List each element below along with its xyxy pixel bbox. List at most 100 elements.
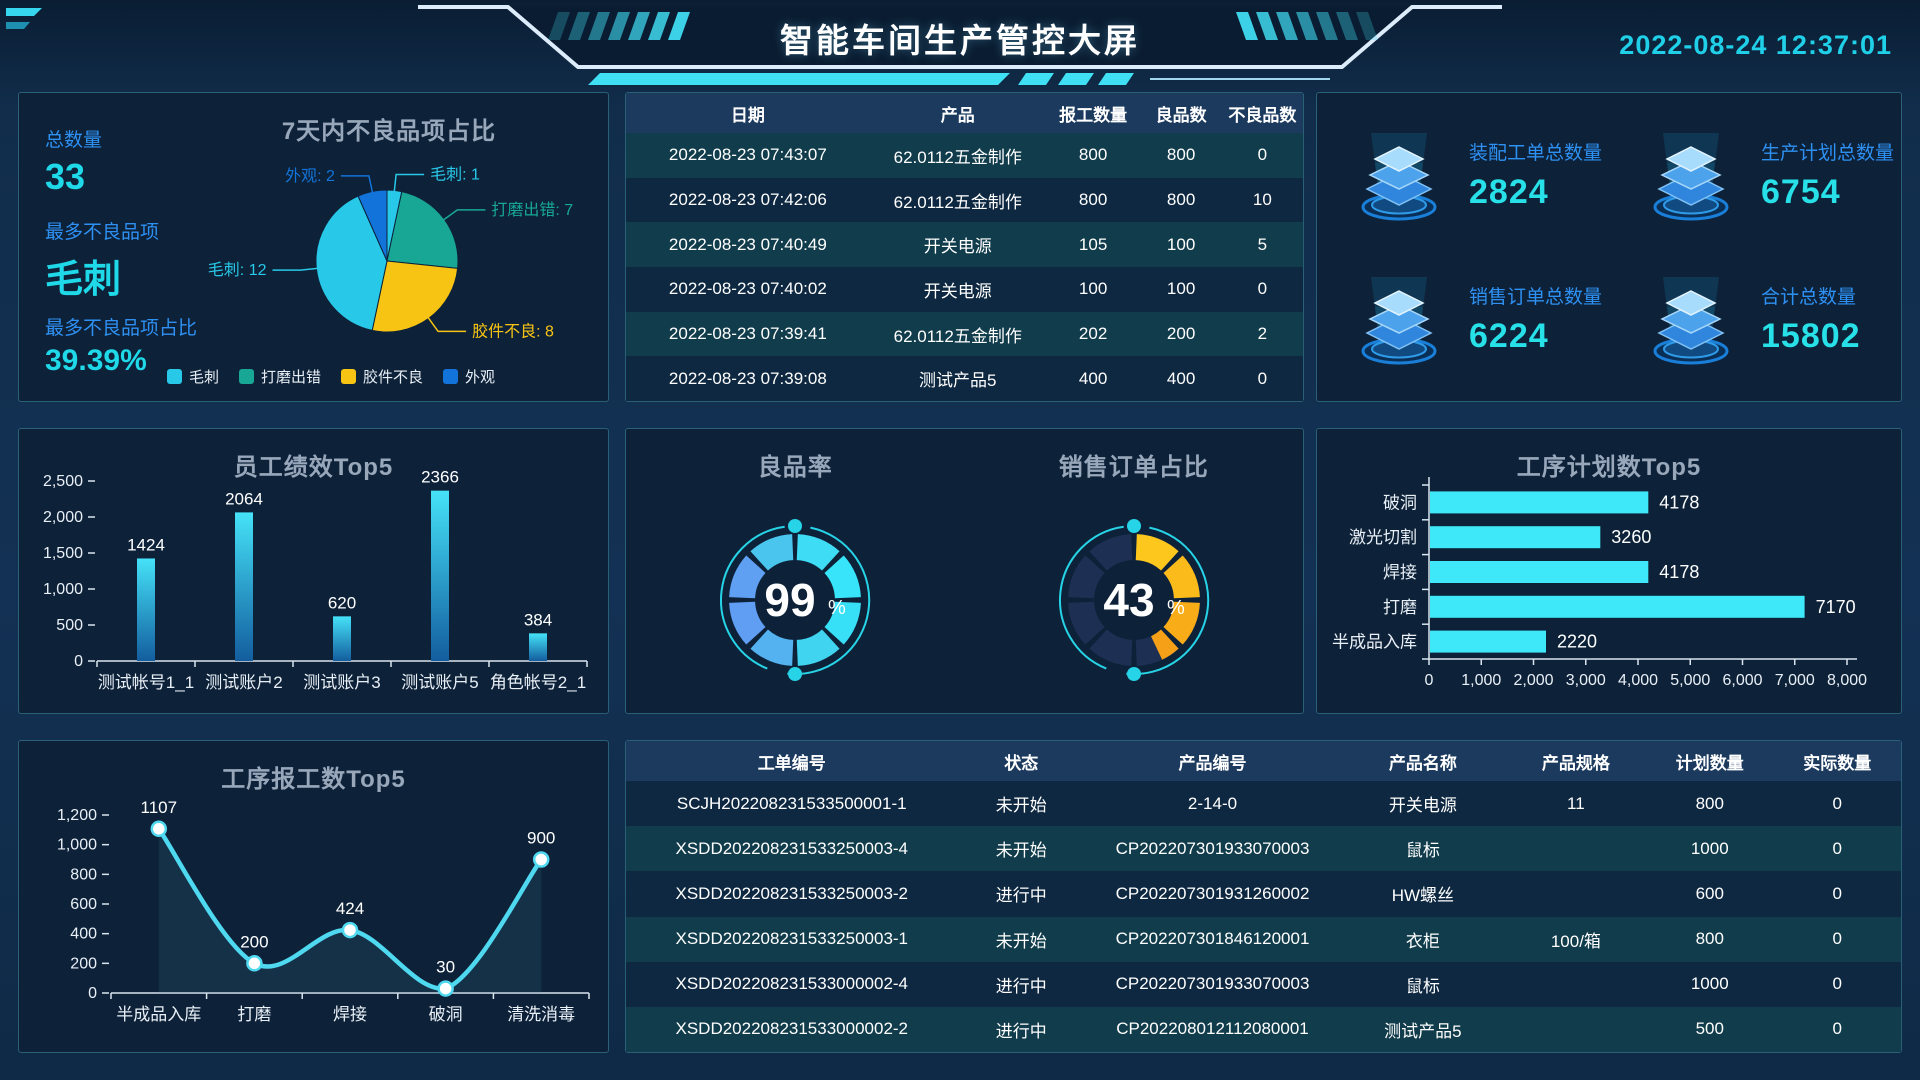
table-cell: CP202208012112080001 bbox=[1116, 1019, 1309, 1039]
table-row: XSDD202208231533000002-2 进行中 CP20220801211… bbox=[626, 1006, 1901, 1053]
table-cell: 2 bbox=[1257, 324, 1268, 344]
legend-swatch bbox=[341, 369, 357, 384]
column-header: 产品 bbox=[940, 105, 975, 125]
svg-text:600: 600 bbox=[70, 896, 97, 913]
column-header: 日期 bbox=[730, 105, 765, 125]
stat-label: 最多不良品项 bbox=[45, 222, 160, 243]
datetime-display: 2022-08-24 12:37:01 bbox=[1619, 30, 1892, 60]
table-cell: 800 bbox=[1078, 145, 1108, 165]
stacked-layers-icon bbox=[1345, 267, 1453, 371]
process-plan-bar-chart: 0 1,000 2,000 3,000 4,000 5,000 6,000 7,000 8,00… bbox=[1332, 477, 1867, 689]
svg-text:5,000: 5,000 bbox=[1670, 672, 1710, 689]
svg-text:1424: 1424 bbox=[127, 535, 165, 554]
svg-text:7,000: 7,000 bbox=[1775, 672, 1815, 689]
svg-text:半成品入库: 半成品入库 bbox=[1332, 633, 1417, 652]
legend-item[interactable]: 外观 bbox=[443, 366, 495, 387]
svg-text:7170: 7170 bbox=[1816, 597, 1856, 617]
svg-text:43: 43 bbox=[1103, 574, 1154, 626]
stat-value: 毛刺 bbox=[45, 259, 122, 301]
svg-text:毛刺: 1: 毛刺: 1 bbox=[430, 166, 480, 184]
total-count-stat: 总数量 33 bbox=[45, 125, 102, 198]
table-row: 2022-08-23 07:40:49 开关电源 105 100 5 bbox=[626, 222, 1303, 268]
svg-text:1,000: 1,000 bbox=[1461, 672, 1501, 689]
table-cell: 0 bbox=[1832, 1019, 1842, 1039]
legend-swatch bbox=[167, 369, 182, 384]
table-cell: SCJH202208231533500001-1 bbox=[676, 793, 907, 813]
legend-item[interactable]: 毛刺 bbox=[167, 366, 219, 387]
work-order-panel: 工单编号 状态 产品编号 产品名称 产品规格 计划数量 实际数量 SCJH2022082315… bbox=[625, 740, 1902, 1053]
svg-text:800: 800 bbox=[70, 866, 97, 883]
table-cell: 衣柜 bbox=[1405, 931, 1440, 951]
stat-card-label: 装配工单总数量 bbox=[1469, 143, 1603, 164]
production-report-table: 日期 产品 报工数量 良品数 不良品数 2022-08-23 07:43:07 62.011… bbox=[626, 93, 1303, 402]
table-cell: 开关电源 bbox=[1388, 796, 1457, 816]
stat-text: 装配工单总数量 2824 bbox=[1469, 138, 1602, 212]
svg-text:1,500: 1,500 bbox=[43, 545, 83, 562]
svg-text:99: 99 bbox=[765, 574, 816, 626]
svg-text:4178: 4178 bbox=[1659, 492, 1699, 512]
svg-text:2220: 2220 bbox=[1557, 632, 1597, 652]
table-cell: 测试产品5 bbox=[1384, 1021, 1462, 1041]
table-cell: 2022-08-23 07:40:02 bbox=[668, 279, 827, 299]
pie-legend: 毛刺 打磨出错 胶件不良 外观 bbox=[167, 366, 495, 387]
table-cell: 500 bbox=[1695, 1019, 1724, 1039]
svg-text:%: % bbox=[828, 597, 846, 619]
table-cell: CP202207301931260002 bbox=[1115, 883, 1310, 903]
table-row: 2022-08-23 07:39:41 62.0112五金制作 202 200 2 bbox=[626, 311, 1303, 357]
svg-text:2,500: 2,500 bbox=[43, 473, 83, 490]
table-cell: 2022-08-23 07:39:41 bbox=[668, 324, 827, 344]
legend-item[interactable]: 打磨出错 bbox=[239, 366, 321, 387]
column-header: 产品名称 bbox=[1388, 753, 1457, 773]
svg-text:激光切割: 激光切割 bbox=[1349, 528, 1417, 547]
table-row: 2022-08-23 07:40:02 开关电源 100 100 0 bbox=[626, 267, 1303, 312]
svg-text:6,000: 6,000 bbox=[1722, 672, 1762, 689]
svg-text:破洞: 破洞 bbox=[429, 1005, 463, 1024]
column-header: 实际数量 bbox=[1803, 753, 1872, 773]
table-cell: 800 bbox=[1166, 145, 1196, 165]
table-cell: 开关电源 bbox=[923, 281, 992, 301]
stat-text: 销售订单总数量 6224 bbox=[1469, 282, 1602, 356]
process-plan-panel: 工序计划数Top5 0 1,000 2,000 3,000 4,000 5,000 6,00… bbox=[1316, 428, 1902, 714]
svg-text:焊接: 焊接 bbox=[1383, 563, 1417, 582]
svg-text:200: 200 bbox=[70, 955, 97, 972]
legend-label: 外观 bbox=[465, 369, 496, 386]
top-defect-ratio-stat: 最多不良品项占比 39.39% bbox=[45, 313, 197, 378]
table-cell: 0 bbox=[1832, 929, 1842, 949]
stacked-layers-icon bbox=[1637, 267, 1745, 371]
table-cell: 100 bbox=[1078, 279, 1108, 299]
top-defect-stat: 最多不良品项 毛刺 bbox=[45, 217, 159, 303]
stat-card-value: 6754 bbox=[1761, 173, 1841, 211]
svg-text:1,000: 1,000 bbox=[43, 581, 83, 598]
gauge-title: 销售订单占比 bbox=[1058, 454, 1209, 481]
svg-text:4178: 4178 bbox=[1659, 562, 1699, 582]
table-cell: 鼠标 bbox=[1405, 976, 1440, 996]
svg-text:毛刺: 12: 毛刺: 12 bbox=[208, 261, 267, 279]
table-cell: 0 bbox=[1257, 368, 1268, 388]
table-cell: XSDD202208231533000002-2 bbox=[675, 1019, 909, 1039]
table-cell: 2022-08-23 07:42:06 bbox=[668, 190, 827, 209]
table-cell: 进行中 bbox=[995, 1021, 1047, 1041]
legend-item[interactable]: 胶件不良 bbox=[341, 366, 423, 387]
table-cell: 11 bbox=[1567, 793, 1585, 813]
stat-label: 总数量 bbox=[45, 130, 103, 151]
process-report-panel: 工序报工数Top5 0 200 400 600 800 1,000 1,200 1107 半成品… bbox=[18, 740, 609, 1053]
gauge-title: 良品率 bbox=[757, 454, 833, 481]
panel-title: 工序报工数Top5 bbox=[221, 766, 406, 793]
legend-label: 打磨出错 bbox=[261, 369, 322, 386]
table-cell: 0 bbox=[1257, 279, 1268, 299]
svg-text:0: 0 bbox=[74, 653, 83, 670]
table-cell: 800 bbox=[1166, 190, 1196, 209]
stat-value: 33 bbox=[45, 156, 86, 197]
table-cell: 800 bbox=[1078, 190, 1108, 209]
table-cell: XSDD202208231533250003-1 bbox=[675, 929, 909, 949]
stat-card-label: 合计总数量 bbox=[1761, 287, 1857, 308]
stat-card-value: 15802 bbox=[1761, 317, 1861, 355]
stat-text: 合计总数量 15802 bbox=[1761, 282, 1861, 356]
stacked-layers-icon bbox=[1345, 123, 1453, 227]
table-cell: 0 bbox=[1832, 793, 1842, 813]
table-cell: 测试产品5 bbox=[918, 371, 997, 391]
table-cell: 开关电源 bbox=[923, 237, 992, 257]
stat-value: 39.39% bbox=[45, 344, 147, 377]
svg-text:0: 0 bbox=[88, 985, 97, 1002]
